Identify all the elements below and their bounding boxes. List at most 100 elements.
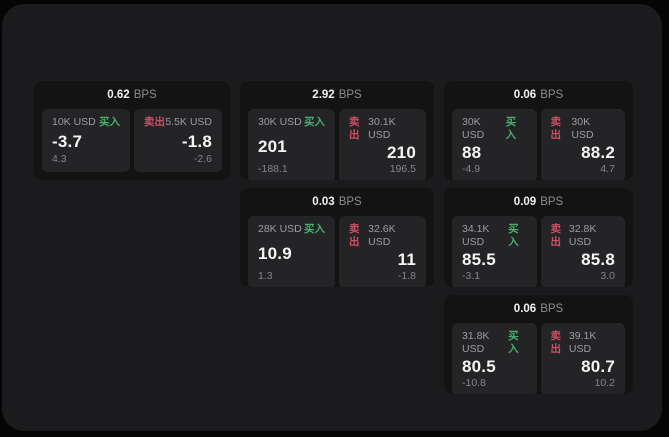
- sell-price: 210: [387, 143, 416, 162]
- quote-body: 30K USD 买入 201 -188.1 卖出 30.1K USD 210 1…: [240, 109, 434, 180]
- sell-tile-header: 卖出 30.1K USD: [349, 116, 416, 142]
- bps-value: 2.92: [312, 89, 335, 101]
- sell-size: 30.1K USD: [368, 116, 396, 141]
- buy-tile[interactable]: 30K USD 买入 88 -4.9: [452, 109, 537, 180]
- buy-tile[interactable]: 31.8K USD 买入 80.5 -10.8: [452, 323, 537, 394]
- sell-side-label: 卖出: [349, 223, 360, 248]
- buy-size: 28K USD: [258, 223, 302, 235]
- quote-card: 0.09 BPS 34.1K USD 买入 85.5 -3.1 卖出 32.8K…: [444, 188, 633, 287]
- buy-tile-header: 34.1K USD 买入: [462, 223, 527, 249]
- buy-delta: 4.3: [52, 153, 67, 165]
- buy-tile[interactable]: 30K USD 买入 201 -188.1: [248, 109, 335, 180]
- sell-size: 30K USD: [571, 116, 594, 141]
- sell-tile[interactable]: 卖出 30K USD 88.2 4.7: [540, 109, 625, 180]
- buy-size: 10K USD: [52, 116, 96, 128]
- quote-card: 0.03 BPS 28K USD 买入 10.9 1.3 卖出 32.6K US…: [240, 188, 434, 287]
- sell-delta: -2.6: [193, 153, 212, 165]
- buy-price: 88: [462, 143, 482, 162]
- sell-size: 5.5K USD: [165, 116, 212, 128]
- bps-value: 0.03: [312, 196, 335, 208]
- buy-side-label: 买入: [99, 116, 120, 128]
- buy-delta: -4.9: [462, 163, 481, 175]
- sell-tile-header: 卖出 32.8K USD: [551, 223, 616, 249]
- sell-tile-header: 卖出 30K USD: [551, 116, 616, 142]
- buy-tile[interactable]: 10K USD 买入 -3.7 4.3: [42, 109, 130, 172]
- buy-delta: -10.8: [462, 377, 486, 389]
- buy-tile-header: 30K USD 买入: [258, 116, 325, 129]
- sell-price: 80.7: [581, 357, 615, 376]
- buy-tile-header: 31.8K USD 买入: [462, 330, 527, 356]
- buy-tile[interactable]: 28K USD 买入 10.9 1.3: [248, 216, 335, 287]
- sell-tile[interactable]: 卖出 39.1K USD 80.7 10.2: [540, 323, 625, 394]
- bps-header: 0.09 BPS: [444, 188, 633, 216]
- bps-value: 0.62: [107, 89, 130, 101]
- sell-price: 88.2: [581, 143, 615, 162]
- bps-header: 0.06 BPS: [444, 295, 633, 323]
- sell-price: -1.8: [181, 131, 212, 151]
- buy-price: 201: [258, 136, 287, 156]
- sell-size: 39.1K USD: [568, 330, 597, 355]
- sell-price: 11: [397, 250, 416, 269]
- bps-value: 0.06: [513, 89, 537, 101]
- buy-side-label: 买入: [508, 330, 519, 355]
- buy-side-label: 买入: [304, 116, 325, 128]
- quote-body: 31.8K USD 买入 80.5 -10.8 卖出 39.1K USD 80.…: [444, 323, 633, 394]
- sell-size: 32.6K USD: [368, 223, 396, 248]
- sell-side-label: 卖出: [550, 330, 562, 355]
- bps-value: 0.06: [513, 303, 537, 315]
- bps-unit-label: BPS: [133, 89, 157, 101]
- sell-price: 85.8: [581, 250, 615, 269]
- sell-side-label: 卖出: [144, 116, 165, 128]
- quote-card: 0.62 BPS 10K USD 买入 -3.7 4.3 卖出 5.5K USD…: [34, 81, 230, 180]
- bps-header: 0.03 BPS: [240, 188, 434, 216]
- sell-tile[interactable]: 卖出 30.1K USD 210 196.5: [339, 109, 426, 180]
- sell-tile-header: 卖出 39.1K USD: [551, 330, 616, 356]
- sell-delta: 196.5: [389, 163, 416, 175]
- buy-price: -3.7: [52, 131, 83, 151]
- buy-tile[interactable]: 34.1K USD 买入 85.5 -3.1: [452, 216, 537, 287]
- bps-header: 0.62 BPS: [34, 81, 230, 109]
- buy-tile-header: 28K USD 买入: [258, 223, 325, 236]
- bps-unit-label: BPS: [338, 196, 362, 208]
- quote-body: 30K USD 买入 88 -4.9 卖出 30K USD 88.2 4.7: [444, 109, 633, 180]
- quote-card-grid: 0.62 BPS 10K USD 买入 -3.7 4.3 卖出 5.5K USD…: [34, 81, 633, 394]
- quote-card: 0.06 BPS 31.8K USD 买入 80.5 -10.8 卖出 39.1…: [444, 295, 633, 394]
- buy-delta: -188.1: [258, 163, 288, 175]
- quote-body: 28K USD 买入 10.9 1.3 卖出 32.6K USD 11 -1.8: [240, 216, 434, 287]
- bps-unit-label: BPS: [338, 89, 362, 101]
- buy-side-label: 买入: [508, 223, 519, 248]
- quote-body: 34.1K USD 买入 85.5 -3.1 卖出 32.8K USD 85.8…: [444, 216, 633, 287]
- sell-side-label: 卖出: [349, 116, 360, 141]
- buy-size: 30K USD: [258, 116, 302, 128]
- sell-delta: 3.0: [600, 270, 615, 282]
- bps-unit-label: BPS: [540, 89, 564, 101]
- buy-size: 34.1K USD: [462, 223, 490, 248]
- sell-tile[interactable]: 卖出 32.6K USD 11 -1.8: [339, 216, 426, 287]
- buy-side-label: 买入: [505, 116, 517, 141]
- sell-delta: -1.8: [397, 270, 416, 282]
- quote-body: 10K USD 买入 -3.7 4.3 卖出 5.5K USD -1.8 -2.…: [34, 109, 230, 180]
- sell-delta: 10.2: [594, 377, 615, 389]
- buy-tile-header: 10K USD 买入: [52, 116, 120, 129]
- sell-tile-header: 卖出 32.6K USD: [349, 223, 416, 249]
- buy-price: 80.5: [462, 357, 496, 376]
- sell-tile[interactable]: 卖出 5.5K USD -1.8 -2.6: [134, 109, 222, 172]
- buy-delta: -3.1: [462, 270, 481, 282]
- sell-side-label: 卖出: [550, 223, 562, 248]
- sell-side-label: 卖出: [550, 116, 562, 141]
- quote-card: 0.06 BPS 30K USD 买入 88 -4.9 卖出 30K USD 8…: [444, 81, 633, 180]
- sell-delta: 4.7: [600, 163, 615, 175]
- bps-unit-label: BPS: [540, 303, 564, 315]
- bps-header: 0.06 BPS: [444, 81, 633, 109]
- buy-size: 31.8K USD: [462, 330, 490, 355]
- buy-price: 85.5: [462, 250, 496, 269]
- sell-tile[interactable]: 卖出 32.8K USD 85.8 3.0: [540, 216, 625, 287]
- buy-side-label: 买入: [304, 223, 325, 235]
- quote-card: 2.92 BPS 30K USD 买入 201 -188.1 卖出 30.1K …: [240, 81, 434, 180]
- bps-unit-label: BPS: [540, 196, 564, 208]
- bps-header: 2.92 BPS: [240, 81, 434, 109]
- buy-size: 30K USD: [462, 116, 485, 141]
- sell-tile-header: 卖出 5.5K USD: [144, 116, 212, 129]
- sell-size: 32.8K USD: [568, 223, 597, 248]
- bps-value: 0.09: [513, 196, 537, 208]
